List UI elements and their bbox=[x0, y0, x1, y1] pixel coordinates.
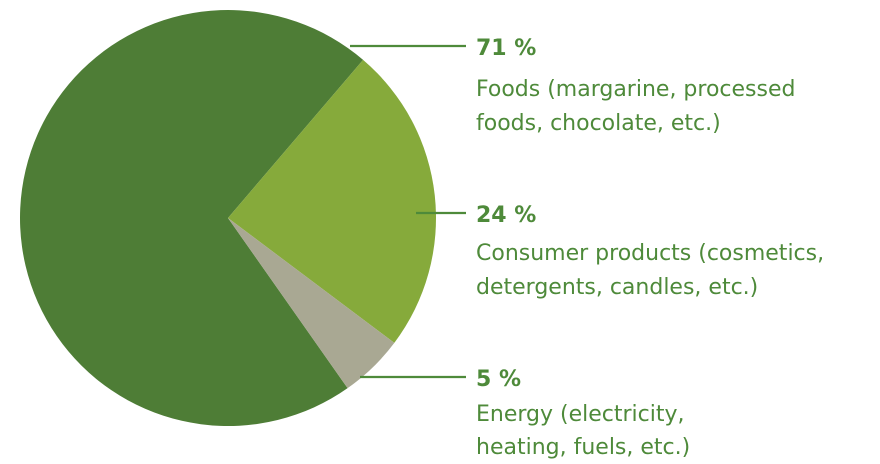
slice-description-line: Consumer products (cosmetics, bbox=[476, 241, 824, 266]
slice-percent-label: 24 % bbox=[476, 203, 536, 228]
slice-description-line: Energy (electricity, bbox=[476, 402, 685, 427]
pie-slice-3 bbox=[228, 218, 395, 389]
slice-percent-label: 5 % bbox=[476, 367, 521, 392]
pie-slice-2 bbox=[228, 59, 436, 343]
slice-description-line: foods, chocolate, etc.) bbox=[476, 111, 721, 136]
slice-percent-label: 71 % bbox=[476, 36, 536, 61]
slice-description-line: Foods (margarine, processed bbox=[476, 77, 795, 102]
pie-slices bbox=[20, 10, 436, 427]
slice-description-line: detergents, candles, etc.) bbox=[476, 275, 758, 300]
slice-description-line: heating, fuels, etc.) bbox=[476, 435, 690, 460]
pie-slice-1 bbox=[20, 10, 364, 427]
pie-labels: 71 % Foods (margarine, processed foods, ch… bbox=[350, 36, 824, 460]
